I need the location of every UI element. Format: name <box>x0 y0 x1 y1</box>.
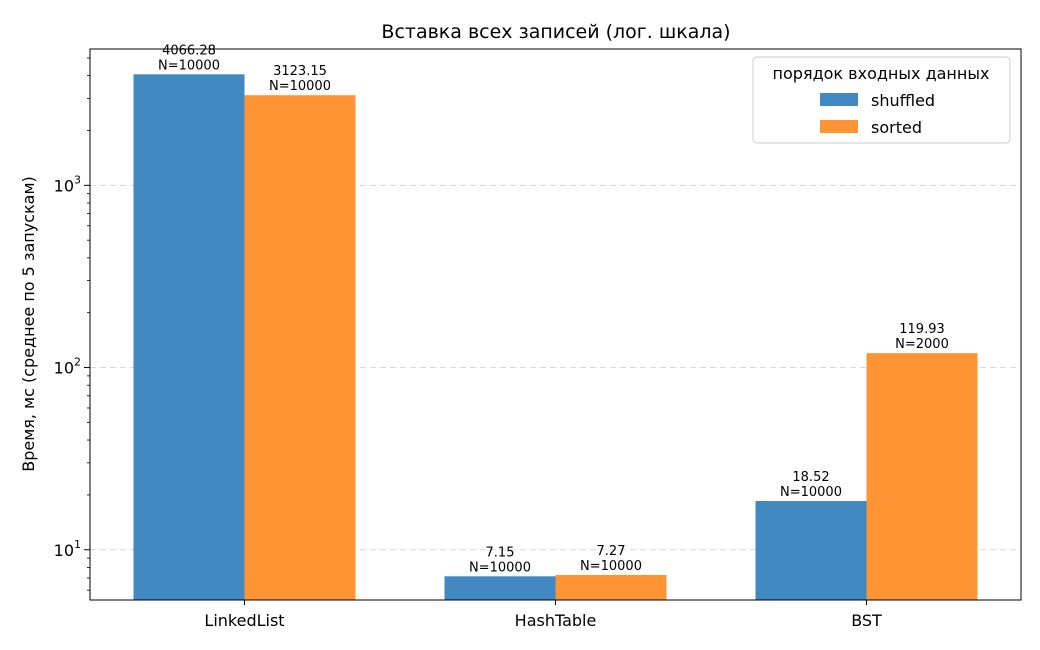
legend-swatch-sorted <box>820 120 858 133</box>
y-tick-label-2: 103 <box>54 173 81 195</box>
bar-n-label-shuffled-BST: N=10000 <box>780 485 842 500</box>
x-ticks: LinkedList HashTable BST <box>204 600 882 630</box>
bar-value-label-shuffled-BST: 18.52 <box>792 470 829 485</box>
bar-value-label-sorted-LinkedList: 3123.15 <box>273 64 327 79</box>
bar-shuffled-BST <box>755 500 867 600</box>
legend-label-sorted: sorted <box>871 118 922 137</box>
bar-shuffled-LinkedList <box>133 74 245 600</box>
x-tick-label-HashTable: HashTable <box>515 611 597 630</box>
legend: порядок входных данных shuffled sorted <box>752 56 1011 144</box>
legend-box <box>752 56 1011 144</box>
y-tick-label-0: 101 <box>54 538 81 560</box>
bar-labels: 4066.28N=10000 3123.15N=100007.15N=100007… <box>158 43 949 575</box>
bar-shuffled-HashTable <box>444 576 556 600</box>
x-tick-label-BST: BST <box>851 611 882 630</box>
bar-n-label-sorted-LinkedList: N=10000 <box>269 79 331 94</box>
bar-value-label-sorted-BST: 119.93 <box>899 322 945 337</box>
bar-value-label-shuffled-LinkedList: 4066.28 <box>162 43 216 58</box>
bar-value-label-sorted-HashTable: 7.27 <box>597 544 626 559</box>
bar-value-label-shuffled-HashTable: 7.15 <box>486 545 515 560</box>
legend-swatch-shuffled <box>820 93 858 106</box>
legend-title: порядок входных данных <box>773 64 990 83</box>
bar-n-label-sorted-HashTable: N=10000 <box>580 559 642 574</box>
chart-title: Вставка всех записей (лог. шкала) <box>381 21 730 43</box>
x-tick-label-LinkedList: LinkedList <box>204 611 284 630</box>
y-ticks: 101 102 103 <box>54 57 90 591</box>
bar-n-label-shuffled-HashTable: N=10000 <box>469 560 531 575</box>
y-axis-label: Время, мс (среднее по 5 запускам) <box>19 176 38 472</box>
y-tick-label-1: 102 <box>54 356 81 378</box>
bar-sorted-LinkedList <box>244 95 356 600</box>
legend-label-shuffled: shuffled <box>871 91 935 110</box>
bar-sorted-HashTable <box>555 574 667 600</box>
bar-n-label-shuffled-LinkedList: N=10000 <box>158 58 220 73</box>
bars <box>133 74 978 600</box>
bar-sorted-BST <box>866 353 978 600</box>
bar-n-label-sorted-BST: N=2000 <box>895 337 949 352</box>
